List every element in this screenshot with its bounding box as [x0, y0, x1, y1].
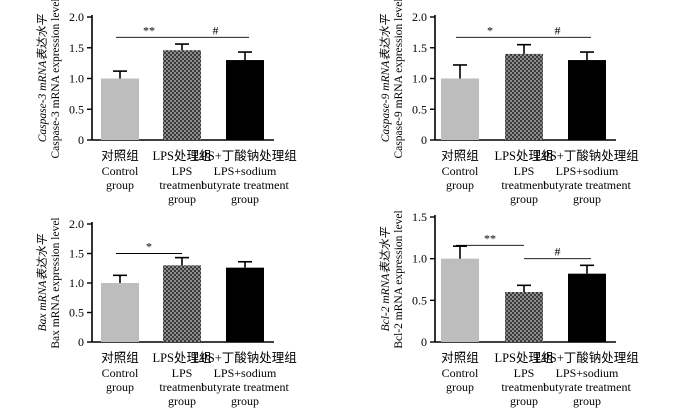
bar-1	[441, 258, 479, 342]
category-label-en: LPS+sodium	[214, 366, 277, 380]
significance-marker: *	[487, 23, 493, 37]
y-tick-label: 0.5	[412, 102, 427, 116]
category-label-en: group	[231, 192, 259, 206]
bar-3	[226, 60, 264, 140]
y-tick-label: 1.0	[412, 252, 427, 266]
category-label-cn: 对照组	[101, 351, 139, 365]
category-label-en: butyrate treatment	[201, 380, 289, 394]
y-tick-label: 1.5	[69, 247, 84, 261]
category-label-en: Control	[102, 164, 139, 178]
category-label-cn: 对照组	[441, 149, 479, 163]
chart-panel-2: 0 0.5 1.0 1.5 2.0 Caspase-9 mRNA表达水平 Caspase-9…	[379, 0, 639, 206]
category-label-cn: LPS+丁酸钠处理组	[535, 350, 639, 365]
y-axis-title-en: Bcl-2 mRNA expression level	[393, 210, 405, 348]
category-label-cn: LPS处理组	[494, 149, 553, 163]
y-axis-title-cn: Caspase-3 mRNA表达水平	[36, 13, 49, 142]
significance-marker: #	[213, 23, 219, 37]
significance-marker: **	[484, 231, 496, 245]
y-tick-label: 0	[421, 133, 427, 147]
category-label-en: group	[168, 192, 196, 206]
category-label-en: LPS	[172, 366, 193, 380]
category-label-en: treatment	[159, 178, 205, 192]
category-label-en: LPS	[514, 366, 535, 380]
category-label-en: butyrate treatment	[543, 380, 631, 394]
bar-3	[226, 267, 264, 342]
y-tick-label: 1.5	[412, 41, 427, 55]
category-label-cn: LPS+丁酸钠处理组	[535, 148, 639, 163]
category-label-cn: LPS+丁酸钠处理组	[193, 350, 297, 365]
bar-2	[505, 292, 543, 342]
y-tick-label: 0	[78, 335, 84, 349]
bar-1	[101, 283, 139, 342]
category-label-en: LPS+sodium	[556, 164, 619, 178]
y-tick-label: 1.5	[412, 210, 427, 224]
y-tick-label: 2.0	[412, 10, 427, 24]
category-label-cn: LPS处理组	[152, 351, 211, 365]
chart-panel-3: 0 0.5 1.0 1.5 2.0 Bax mRNA表达水平 Bax mRNA expres…	[36, 217, 297, 408]
category-label-cn: LPS处理组	[494, 351, 553, 365]
y-axis-title-cn: Caspase-9 mRNA表达水平	[379, 13, 392, 142]
category-label-cn: 对照组	[101, 149, 139, 163]
category-label-en: butyrate treatment	[201, 178, 289, 192]
bar-3	[568, 60, 606, 140]
y-tick-label: 1.0	[412, 72, 427, 86]
y-axis-title-en: Caspase-3 mRNA expression level	[50, 0, 62, 159]
category-label-en: group	[510, 192, 538, 206]
category-label-en: group	[106, 178, 134, 192]
y-tick-label: 0.5	[69, 306, 84, 320]
significance-marker: #	[555, 23, 561, 37]
category-label-en: LPS	[514, 164, 535, 178]
significance-marker: **	[143, 23, 155, 37]
y-tick-label: 2.0	[69, 217, 84, 231]
category-label-en: treatment	[501, 178, 547, 192]
bar-3	[568, 273, 606, 342]
significance-marker: *	[146, 240, 152, 254]
y-axis-title-cn: Bax mRNA表达水平	[36, 233, 49, 331]
category-label-en: LPS+sodium	[214, 164, 277, 178]
category-label-en: LPS	[172, 164, 193, 178]
bar-2	[505, 53, 543, 140]
category-label-en: group	[168, 394, 196, 408]
category-label-cn: LPS处理组	[152, 149, 211, 163]
category-label-en: Control	[442, 366, 479, 380]
category-label-en: LPS+sodium	[556, 366, 619, 380]
category-label-en: Control	[102, 366, 139, 380]
y-axis-title-cn: Bcl-2 mRNA表达水平	[379, 226, 392, 331]
significance-marker: #	[555, 245, 561, 259]
y-tick-label: 0	[78, 133, 84, 147]
category-label-en: group	[573, 394, 601, 408]
category-label-en: group	[510, 394, 538, 408]
category-label-en: group	[446, 178, 474, 192]
category-label-en: butyrate treatment	[543, 178, 631, 192]
y-tick-label: 1.5	[69, 41, 84, 55]
chart-panel-1: 0 0.5 1.0 1.5 2.0 Caspase-3 mRNA表达水平 Caspase-3…	[36, 0, 297, 206]
y-axis-title-en: Caspase-9 mRNA expression level	[393, 0, 405, 159]
chart-panel-4: 0 0.5 1.0 1.5 Bcl-2 mRNA表达水平 Bcl-2 mRNA expre…	[379, 210, 639, 408]
y-tick-label: 1.0	[69, 276, 84, 290]
bar-2	[163, 265, 201, 342]
y-tick-label: 0.5	[412, 293, 427, 307]
category-label-en: treatment	[159, 380, 205, 394]
category-label-en: group	[106, 380, 134, 394]
y-tick-label: 1.0	[69, 72, 84, 86]
y-axis-title-en: Bax mRNA expression level	[50, 217, 62, 348]
category-label-en: treatment	[501, 380, 547, 394]
category-label-en: Control	[442, 164, 479, 178]
y-tick-label: 0.5	[69, 102, 84, 116]
category-label-cn: 对照组	[441, 351, 479, 365]
bar-1	[441, 78, 479, 140]
category-label-en: group	[231, 394, 259, 408]
y-tick-label: 0	[421, 335, 427, 349]
bar-2	[163, 50, 201, 140]
y-tick-label: 2.0	[69, 10, 84, 24]
category-label-en: group	[446, 380, 474, 394]
category-label-cn: LPS+丁酸钠处理组	[193, 148, 297, 163]
bar-1	[101, 78, 139, 140]
category-label-en: group	[573, 192, 601, 206]
